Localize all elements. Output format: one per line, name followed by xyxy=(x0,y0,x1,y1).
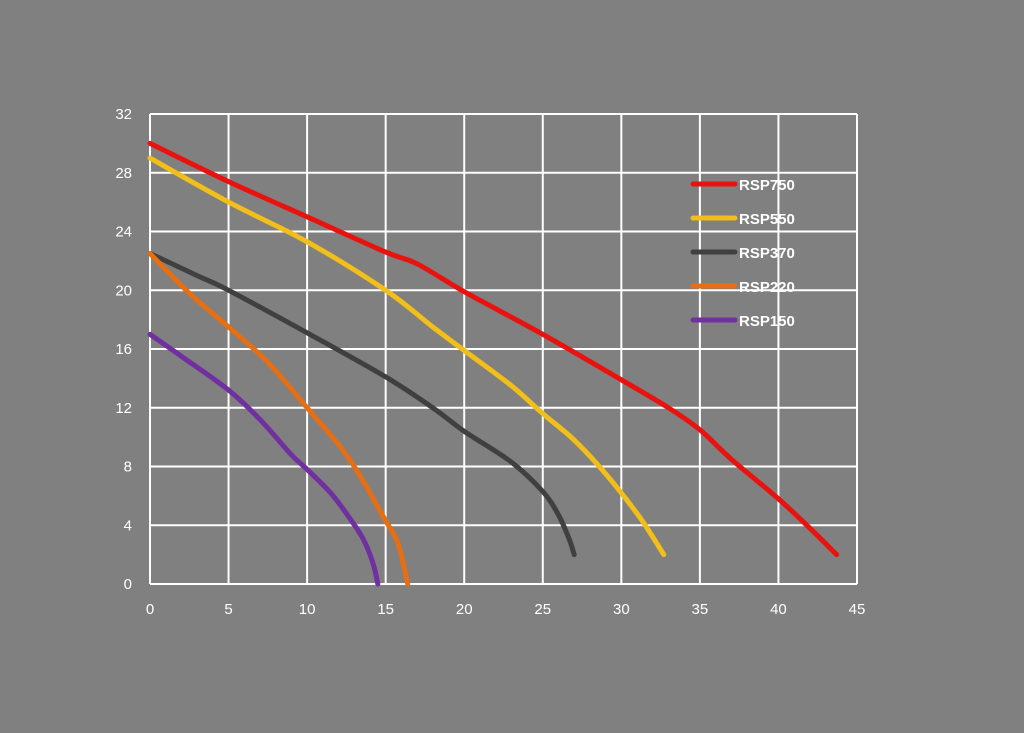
x-tick-label: 40 xyxy=(770,601,787,618)
y-tick-label: 24 xyxy=(115,224,132,241)
series-line-rsp220 xyxy=(147,251,411,587)
x-tick-label: 45 xyxy=(849,601,866,618)
y-tick-label: 4 xyxy=(124,517,132,534)
series-line-rsp370 xyxy=(147,251,577,558)
legend-label-rsp370: RSP370 xyxy=(739,245,795,262)
x-tick-label: 15 xyxy=(377,601,394,618)
series-lines xyxy=(147,140,840,587)
x-tick-label: 30 xyxy=(613,601,630,618)
x-tick-label: 25 xyxy=(534,601,551,618)
y-tick-label: 28 xyxy=(115,165,132,182)
legend-label-rsp150: RSP150 xyxy=(739,313,795,330)
legend-label-rsp750: RSP750 xyxy=(739,177,795,194)
legend: RSP750 RSP550 RSP370 RSP220 RSP150 xyxy=(690,177,795,330)
x-tick-label: 20 xyxy=(456,601,473,618)
y-tick-label: 16 xyxy=(115,341,132,358)
series-line-rsp550 xyxy=(147,155,667,558)
y-tick-label: 32 xyxy=(115,106,132,123)
legend-label-rsp550: RSP550 xyxy=(739,211,795,228)
y-tick-label: 12 xyxy=(115,400,132,417)
x-tick-label: 35 xyxy=(692,601,709,618)
legend-label-rsp220: RSP220 xyxy=(739,279,795,296)
x-tick-label: 5 xyxy=(224,601,232,618)
y-tick-label: 8 xyxy=(124,459,132,476)
series-line-rsp150 xyxy=(147,331,381,587)
x-tick-label: 0 xyxy=(146,601,154,618)
series-line-rsp750 xyxy=(147,140,840,558)
y-tick-label: 0 xyxy=(124,576,132,593)
x-tick-label: 10 xyxy=(299,601,316,618)
y-axis-tick-labels: 0 4 8 12 16 20 24 28 32 xyxy=(115,106,132,593)
y-tick-label: 20 xyxy=(115,282,132,299)
x-axis-tick-labels: 0 5 10 15 20 25 30 35 40 45 xyxy=(146,601,866,618)
